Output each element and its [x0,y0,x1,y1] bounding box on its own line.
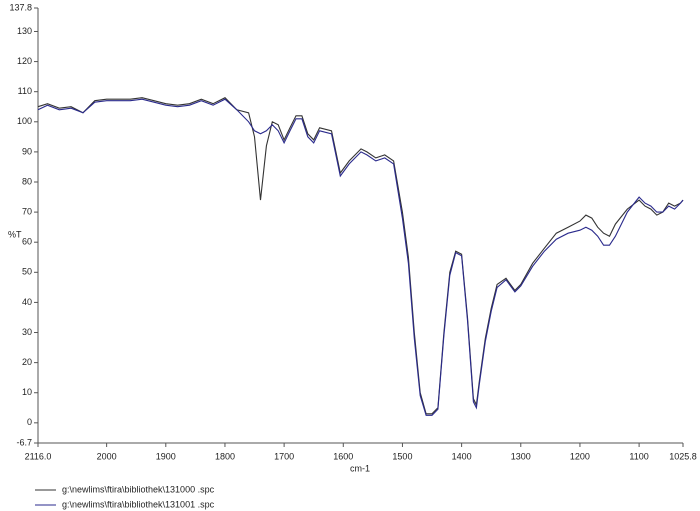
x-tick-label: 1400 [452,451,472,461]
x-tick-label: 1300 [511,451,531,461]
y-tick-label: 50 [22,267,32,277]
x-axis-label: cm-1 [350,463,370,473]
y-tick-label: 10 [22,387,32,397]
y-tick-label: 120 [17,56,32,66]
y-axis-label: %T [8,229,22,239]
y-tick-label: 0 [27,417,32,427]
y-tick-label: 40 [22,297,32,307]
x-tick-label: 1200 [570,451,590,461]
y-tick-label: 100 [17,116,32,126]
y-tick-label: 30 [22,327,32,337]
y-tick-label: 137.8 [9,2,32,12]
x-tick-label: 1800 [215,451,235,461]
y-tick-label: -6.7 [16,437,32,447]
y-tick-label: 80 [22,176,32,186]
legend-label: g:\newlims\ftira\bibliothek\131001 .spc [62,499,215,509]
y-tick-label: 110 [18,86,32,96]
x-tick-label: 1100 [629,451,648,461]
spectrum-line [37,98,684,416]
spectrum-line [37,97,684,415]
legend-label: g:\newlims\ftira\bibliothek\131000 .spc [62,484,215,494]
x-tick-label: 1025.8 [669,451,697,461]
y-tick-label: 60 [22,237,32,247]
y-tick-label: 70 [22,206,32,216]
y-tick-label: 130 [17,26,32,36]
x-tick-label: 2000 [97,451,117,461]
x-tick-label: 2116.0 [25,451,52,461]
y-tick-label: 20 [22,357,32,367]
x-tick-label: 1900 [156,451,176,461]
x-tick-label: 1600 [333,451,353,461]
x-tick-label: 1500 [392,451,412,461]
y-tick-label: 90 [22,146,32,156]
x-tick-label: 1700 [274,451,294,461]
